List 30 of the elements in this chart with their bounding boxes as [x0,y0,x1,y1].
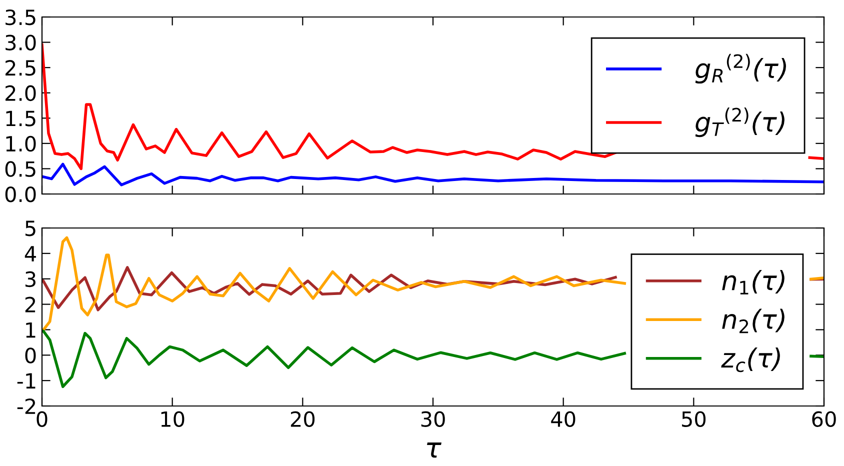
x-tick-label: 30 [421,411,445,427]
line-series [42,162,824,186]
y-tick-label: 1.0 [6,136,36,152]
y-tick-label: 2.5 [6,60,36,76]
y-tick-label: 3 [25,271,36,288]
legend-label: n$_{2}$(τ) [722,308,784,334]
legend-label: g$_{R}$$^{(2)}$(τ) [695,54,786,84]
y-tick-label: -1 [17,373,36,388]
y-tick-label: 2 [25,296,36,312]
y-tick-label: 0.5 [5,161,36,177]
x-tick-label: 40 [551,411,576,427]
series-label: n$_{1}$(τ) [722,270,784,294]
y-tick-label: 2.0 [6,85,36,102]
x-tick-label: 20 [290,411,315,427]
y-tick-label: 0 [25,348,36,364]
x-tick-label: 10 [161,411,184,427]
legend-label: z$_{c}$(τ) [721,348,780,372]
y-tick-label: 1.5 [6,110,36,126]
y-tick-label: 3.5 [6,9,36,26]
y-tick-label: 4 [24,246,36,262]
y-tick-label: 5 [25,220,36,236]
x-tick-label: 0 [36,411,48,427]
y-tick-label: 1 [26,322,36,338]
y-tick-label: 0.0 [5,186,36,202]
legend-label: g$_{T}$$^{(2)}$(τ) [695,107,784,138]
x-tick-label: 50 [682,411,706,427]
y-tick-label: 3.0 [6,34,36,50]
x-tick-label: 60 [812,411,836,427]
x-axis-title: τ [426,442,442,458]
y-tick-label: -2 [17,398,36,414]
